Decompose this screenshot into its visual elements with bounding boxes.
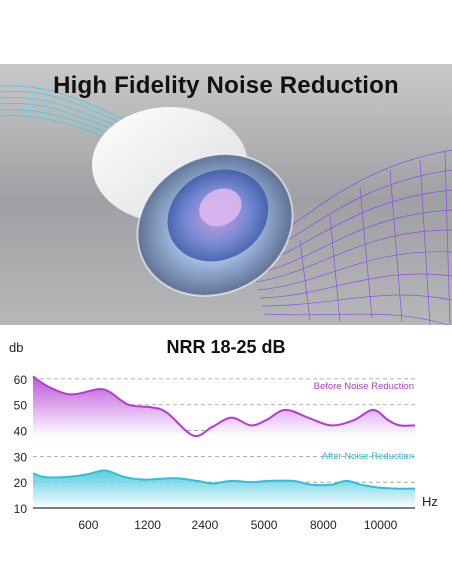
x-tick-label: 8000: [310, 518, 337, 532]
noise-chart: 10 20 30 40 50 60 db Hz 600 1200 2400 5000 8000 10000…: [9, 340, 438, 532]
x-axis-label: Hz: [422, 494, 438, 509]
chart-labels: 10 20 30 40 50 60 db Hz 600 1200 2400 5000 8000 10000…: [9, 340, 438, 532]
y-tick-label: 20: [14, 476, 28, 490]
hero-title: High Fidelity Noise Reduction: [53, 72, 399, 99]
sound-wave-violet: [249, 149, 452, 329]
x-tick-label: 1200: [134, 518, 161, 532]
hero-banner: High Fidelity Noise Reduction: [0, 0, 452, 330]
after-noise-area: [33, 470, 415, 508]
y-tick-label: 60: [14, 373, 28, 387]
y-tick-label: 50: [14, 399, 28, 413]
x-tick-label: 2400: [192, 518, 219, 532]
after-series-label: After Noise Reduction: [322, 451, 414, 462]
x-tick-label: 5000: [251, 518, 278, 532]
chart-panel: 10 20 30 40 50 60 db Hz 600 1200 2400 5000 8000 10000…: [0, 325, 452, 584]
y-tick-label: 40: [14, 425, 28, 439]
chart-areas: [32, 375, 416, 508]
y-axis-label: db: [9, 340, 23, 355]
earplug-tip: [136, 153, 294, 297]
x-tick-label: 600: [78, 518, 98, 532]
chart-title: NRR 18-25 dB: [166, 337, 286, 357]
y-tick-label: 10: [14, 502, 28, 516]
y-tick-label: 30: [14, 450, 28, 464]
x-tick-label: 10000: [364, 518, 398, 532]
before-series-label: Before Noise Reduction: [314, 381, 414, 392]
earplug-illustration: [0, 85, 452, 329]
before-noise-area: [33, 376, 415, 437]
